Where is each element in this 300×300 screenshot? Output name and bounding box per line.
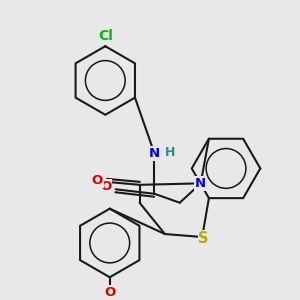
Text: N: N — [195, 177, 206, 190]
Text: S: S — [198, 231, 209, 246]
Text: Cl: Cl — [98, 29, 113, 43]
Text: O: O — [100, 180, 112, 193]
Text: O: O — [104, 286, 116, 299]
Text: N: N — [149, 147, 160, 160]
Text: H: H — [165, 146, 175, 158]
Text: O: O — [92, 174, 103, 187]
